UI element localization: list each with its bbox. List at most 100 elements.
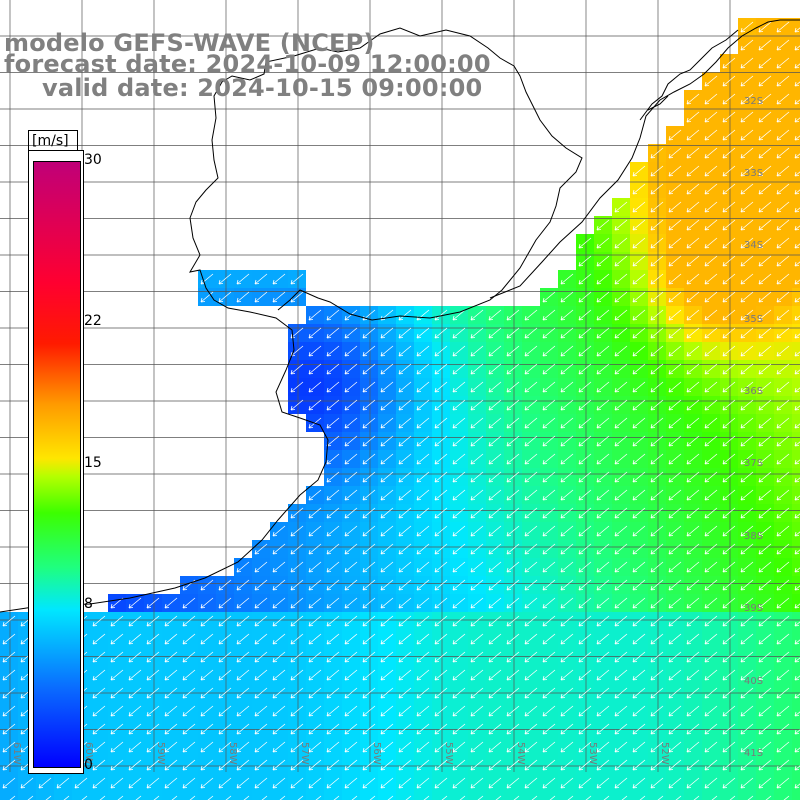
wind-arrow xyxy=(704,201,718,213)
wind-arrow xyxy=(668,147,682,159)
wind-arrow xyxy=(560,363,574,375)
wind-arrow xyxy=(146,615,160,627)
wind-arrow xyxy=(506,345,520,357)
wind-arrow xyxy=(776,93,790,105)
wind-arrow xyxy=(290,723,304,735)
wind-arrow xyxy=(668,741,682,753)
wind-arrow xyxy=(542,543,556,555)
wind-arrow xyxy=(470,381,484,393)
wind-arrow xyxy=(92,687,106,699)
wind-arrow xyxy=(740,561,754,573)
wind-arrow xyxy=(621,795,628,800)
wind-arrow xyxy=(434,759,448,771)
wind-arrow xyxy=(182,705,196,717)
wind-arrow xyxy=(704,435,718,447)
wind-arrow xyxy=(326,633,340,645)
latitude-label: 32S xyxy=(744,96,764,107)
wind-arrow xyxy=(164,741,178,753)
wind-arrow xyxy=(434,471,448,483)
wind-arrow xyxy=(740,399,754,411)
wind-arrow xyxy=(236,723,250,735)
wind-speed-cell xyxy=(36,792,54,800)
wind-arrow xyxy=(470,363,484,375)
wind-arrow xyxy=(146,669,160,681)
wind-arrow xyxy=(704,165,718,177)
wind-arrow xyxy=(632,363,646,375)
wind-arrow xyxy=(254,705,268,717)
wind-arrow xyxy=(686,471,700,483)
wind-arrow xyxy=(290,399,304,411)
wind-arrow xyxy=(506,615,520,627)
wind-arrow xyxy=(776,417,790,429)
wind-arrow xyxy=(254,615,268,627)
wind-arrow xyxy=(686,129,700,141)
wind-arrow xyxy=(740,129,754,141)
wind-arrow xyxy=(380,453,394,465)
wind-arrow xyxy=(596,399,610,411)
wind-arrow xyxy=(650,255,664,267)
wind-arrow xyxy=(272,777,286,789)
wind-arrow xyxy=(344,435,358,447)
wind-arrow xyxy=(488,327,502,339)
wind-arrow xyxy=(326,651,340,663)
wind-arrow xyxy=(524,309,538,321)
wind-arrow xyxy=(272,759,286,771)
wind-arrow xyxy=(362,327,376,339)
wind-arrow xyxy=(794,153,800,159)
wind-arrow xyxy=(326,777,340,789)
wind-arrow xyxy=(650,417,664,429)
wind-arrow xyxy=(452,705,466,717)
wind-arrow xyxy=(200,687,214,699)
wind-arrow xyxy=(650,327,664,339)
wind-arrow xyxy=(92,669,106,681)
wind-arrow xyxy=(722,759,736,771)
wind-arrow xyxy=(740,21,754,33)
wind-arrow xyxy=(524,543,538,555)
wind-arrow xyxy=(326,723,340,735)
wind-arrow xyxy=(614,201,628,213)
wind-arrow xyxy=(128,633,142,645)
wind-arrow xyxy=(758,309,772,321)
wind-arrow xyxy=(794,63,800,69)
wind-arrow xyxy=(308,525,322,537)
wind-arrow xyxy=(704,291,718,303)
wind-arrow xyxy=(776,363,790,375)
wind-arrow xyxy=(596,219,610,231)
wind-arrow xyxy=(272,669,286,681)
wind-arrow xyxy=(416,651,430,663)
wind-arrow xyxy=(542,399,556,411)
wind-speed-cell xyxy=(792,54,800,72)
wind-arrow xyxy=(344,777,358,789)
wind-arrow xyxy=(776,309,790,321)
wind-arrow xyxy=(758,723,772,735)
wind-arrow xyxy=(596,435,610,447)
wind-arrow xyxy=(776,471,790,483)
wind-arrow xyxy=(524,345,538,357)
wind-arrow xyxy=(236,741,250,753)
wind-arrow xyxy=(513,795,520,800)
wind-arrow xyxy=(650,237,664,249)
wind-arrow xyxy=(470,309,484,321)
wind-arrow xyxy=(128,777,142,789)
wind-arrow xyxy=(758,111,772,123)
wind-arrow xyxy=(542,633,556,645)
wind-arrow xyxy=(740,669,754,681)
wind-arrow xyxy=(416,363,430,375)
wind-speed-cell xyxy=(648,792,666,800)
wind-arrow xyxy=(326,579,340,591)
wind-arrow xyxy=(524,489,538,501)
wind-arrow xyxy=(243,795,250,800)
wind-arrow xyxy=(434,705,448,717)
wind-arrow xyxy=(668,327,682,339)
wind-arrow xyxy=(596,741,610,753)
wind-speed-cell xyxy=(792,378,800,396)
wind-arrow xyxy=(362,669,376,681)
wind-arrow xyxy=(578,651,592,663)
wind-arrow xyxy=(794,189,800,195)
wind-speed-cell xyxy=(792,414,800,432)
wind-arrow xyxy=(542,471,556,483)
wind-arrow xyxy=(398,471,412,483)
wind-speed-cell xyxy=(252,792,270,800)
wind-arrow xyxy=(740,579,754,591)
wind-arrow xyxy=(632,741,646,753)
